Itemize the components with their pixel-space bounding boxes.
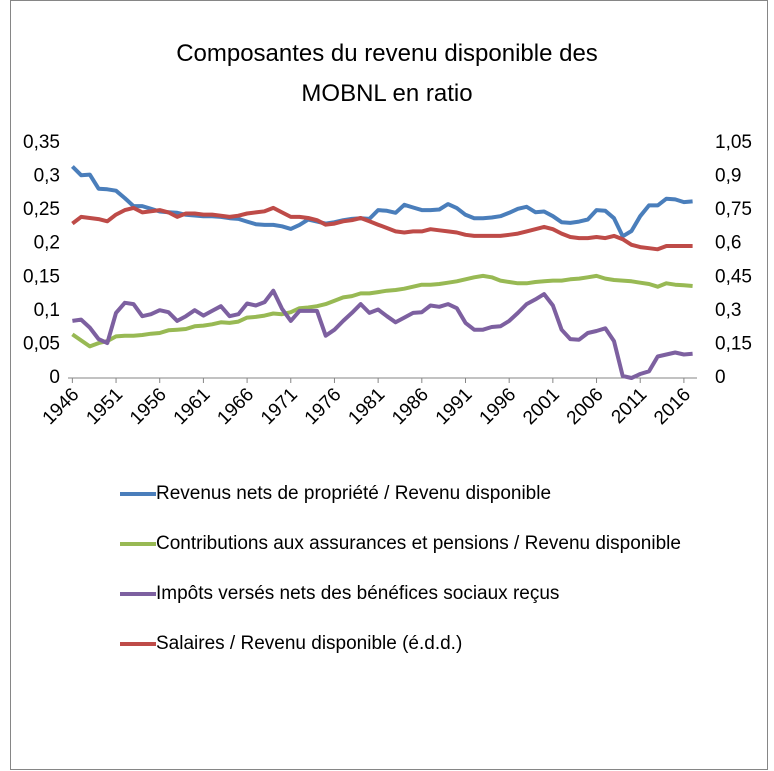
x-tick-label: 2011 — [608, 384, 652, 428]
y-tick-label: 0,3 — [34, 166, 60, 187]
y-tick-label: 0 — [49, 367, 60, 388]
y2-tick-label: 0 — [715, 367, 726, 388]
y-tick-label: 0,05 — [23, 333, 60, 354]
x-tick-label: 1951 — [82, 384, 127, 429]
x-tick-label: 1981 — [344, 384, 389, 429]
y2-tick-label: 0,6 — [715, 233, 741, 254]
y2-tick-label: 0,15 — [715, 333, 752, 354]
line-series — [71, 205, 693, 252]
legend-swatch — [120, 642, 156, 646]
legend-swatch — [120, 542, 156, 546]
x-tick-label: 1986 — [388, 384, 433, 429]
y2-tick-label: 1,05 — [715, 132, 752, 153]
x-tick-label: 2001 — [519, 384, 564, 429]
legend: Revenus nets de propriété / Revenu dispo… — [120, 478, 720, 678]
legend-swatch — [120, 492, 156, 496]
x-tick-label: 1961 — [170, 384, 215, 429]
x-tick-label: 1971 — [257, 384, 302, 429]
x-tick-label: 1996 — [476, 384, 521, 429]
x-tick-label: 1956 — [126, 384, 171, 429]
legend-item: Impôts versés nets des bénéfices sociaux… — [120, 578, 720, 610]
y2-tick-label: 0,9 — [715, 166, 741, 187]
legend-item: Salaires / Revenu disponible (é.d.d.) — [120, 628, 720, 660]
legend-label: Salaires / Revenu disponible (é.d.d.) — [156, 633, 463, 654]
x-tick-label: 1946 — [39, 384, 84, 429]
x-tick-label: 1966 — [213, 384, 258, 429]
y-tick-label: 0,1 — [34, 300, 60, 321]
x-tick-label: 2016 — [650, 384, 695, 429]
legend-label: Contributions aux assurances et pensions… — [156, 533, 681, 554]
legend-item: Contributions aux assurances et pensions… — [120, 528, 720, 560]
line-series — [70, 165, 693, 239]
legend-label: Impôts versés nets des bénéfices sociaux… — [156, 583, 560, 604]
y-tick-label: 0,35 — [23, 132, 60, 153]
y2-tick-label: 0,3 — [715, 300, 741, 321]
y2-tick-label: 0,75 — [715, 199, 752, 220]
y-tick-label: 0,2 — [34, 233, 60, 254]
legend-item: Revenus nets de propriété / Revenu dispo… — [120, 478, 720, 510]
x-tick-label: 1976 — [301, 384, 346, 429]
legend-label: Revenus nets de propriété / Revenu dispo… — [156, 483, 552, 504]
x-tick-label: 2006 — [563, 384, 608, 429]
legend-swatch — [120, 592, 156, 596]
chart-title: Composantes du revenu disponible des MOBN… — [176, 40, 598, 107]
x-tick-label: 1991 — [432, 384, 477, 429]
line-series — [71, 273, 693, 349]
y2-tick-label: 0,45 — [715, 266, 752, 287]
chart-border — [10, 0, 768, 770]
y-tick-label: 0,15 — [23, 266, 60, 287]
line-series — [72, 288, 693, 380]
y-tick-label: 0,25 — [23, 199, 60, 220]
